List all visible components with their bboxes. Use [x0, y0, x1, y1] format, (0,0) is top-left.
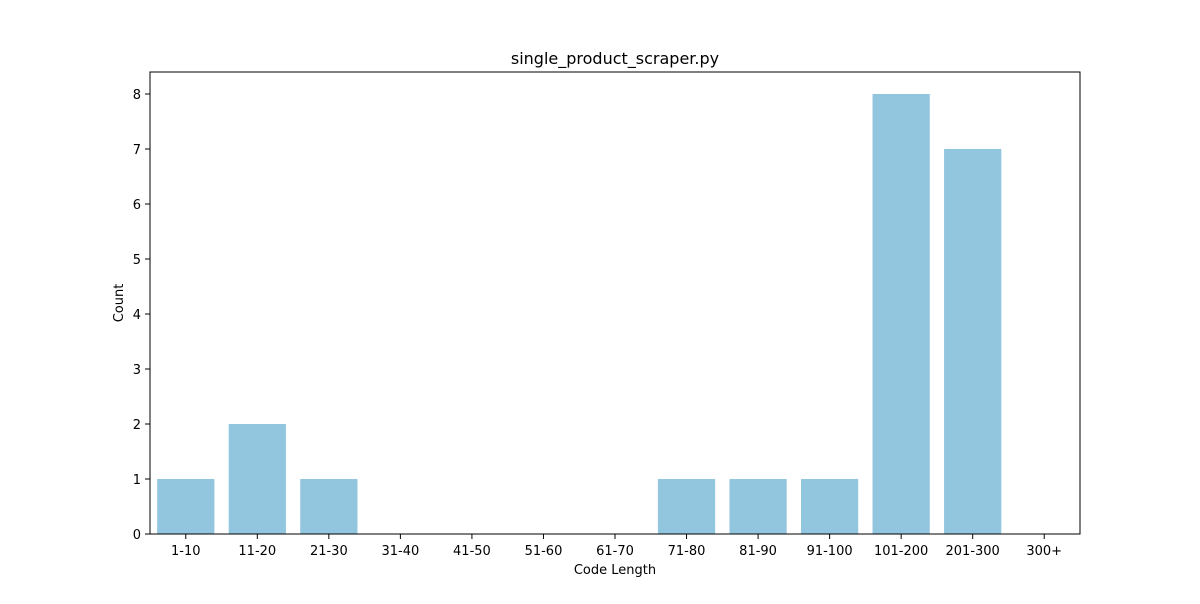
bar-101-200 — [872, 94, 930, 534]
x-tick-label: 31-40 — [381, 544, 419, 559]
y-tick-label: 7 — [133, 143, 141, 158]
x-tick-label: 21-30 — [310, 544, 348, 559]
y-tick-label: 8 — [133, 88, 141, 103]
x-tick-label: 41-50 — [453, 544, 491, 559]
x-tick-label: 81-90 — [739, 544, 777, 559]
x-tick-label: 51-60 — [525, 544, 563, 559]
y-axis-ticks: 0 1 2 3 4 5 6 7 8 — [133, 88, 150, 543]
y-tick-label: 3 — [133, 363, 141, 378]
plot-frame — [149, 71, 1081, 535]
bar-1-10 — [157, 479, 215, 534]
x-tick-label: 101-200 — [874, 544, 928, 559]
bar-11-20 — [228, 424, 286, 534]
x-axis-label: Code Length — [574, 563, 656, 578]
x-tick-label: 1-10 — [171, 544, 201, 559]
bar-91-100 — [801, 479, 859, 534]
y-tick-label: 1 — [133, 473, 141, 488]
y-tick-label: 0 — [133, 528, 141, 543]
x-tick-label: 91-100 — [807, 544, 853, 559]
y-axis-label: Count — [112, 284, 127, 323]
bars-group — [157, 94, 1002, 534]
x-tick-label: 71-80 — [668, 544, 706, 559]
x-tick-label: 11-20 — [238, 544, 276, 559]
y-tick-label: 6 — [133, 198, 141, 213]
chart-title: single_product_scraper.py — [511, 49, 719, 69]
bar-21-30 — [300, 479, 358, 534]
x-tick-label: 201-300 — [946, 544, 1000, 559]
y-tick-label: 2 — [133, 418, 141, 433]
bar-201-300 — [944, 149, 1002, 534]
y-tick-label: 4 — [133, 308, 141, 323]
x-axis-ticks: 1-10 11-20 21-30 31-40 41-50 51-60 61-70 71-80 8… — [171, 534, 1062, 559]
x-tick-label: 300+ — [1026, 544, 1062, 559]
bar-81-90 — [729, 479, 787, 534]
x-tick-label: 61-70 — [596, 544, 634, 559]
y-tick-label: 5 — [133, 253, 141, 268]
bar-71-80 — [657, 479, 716, 534]
